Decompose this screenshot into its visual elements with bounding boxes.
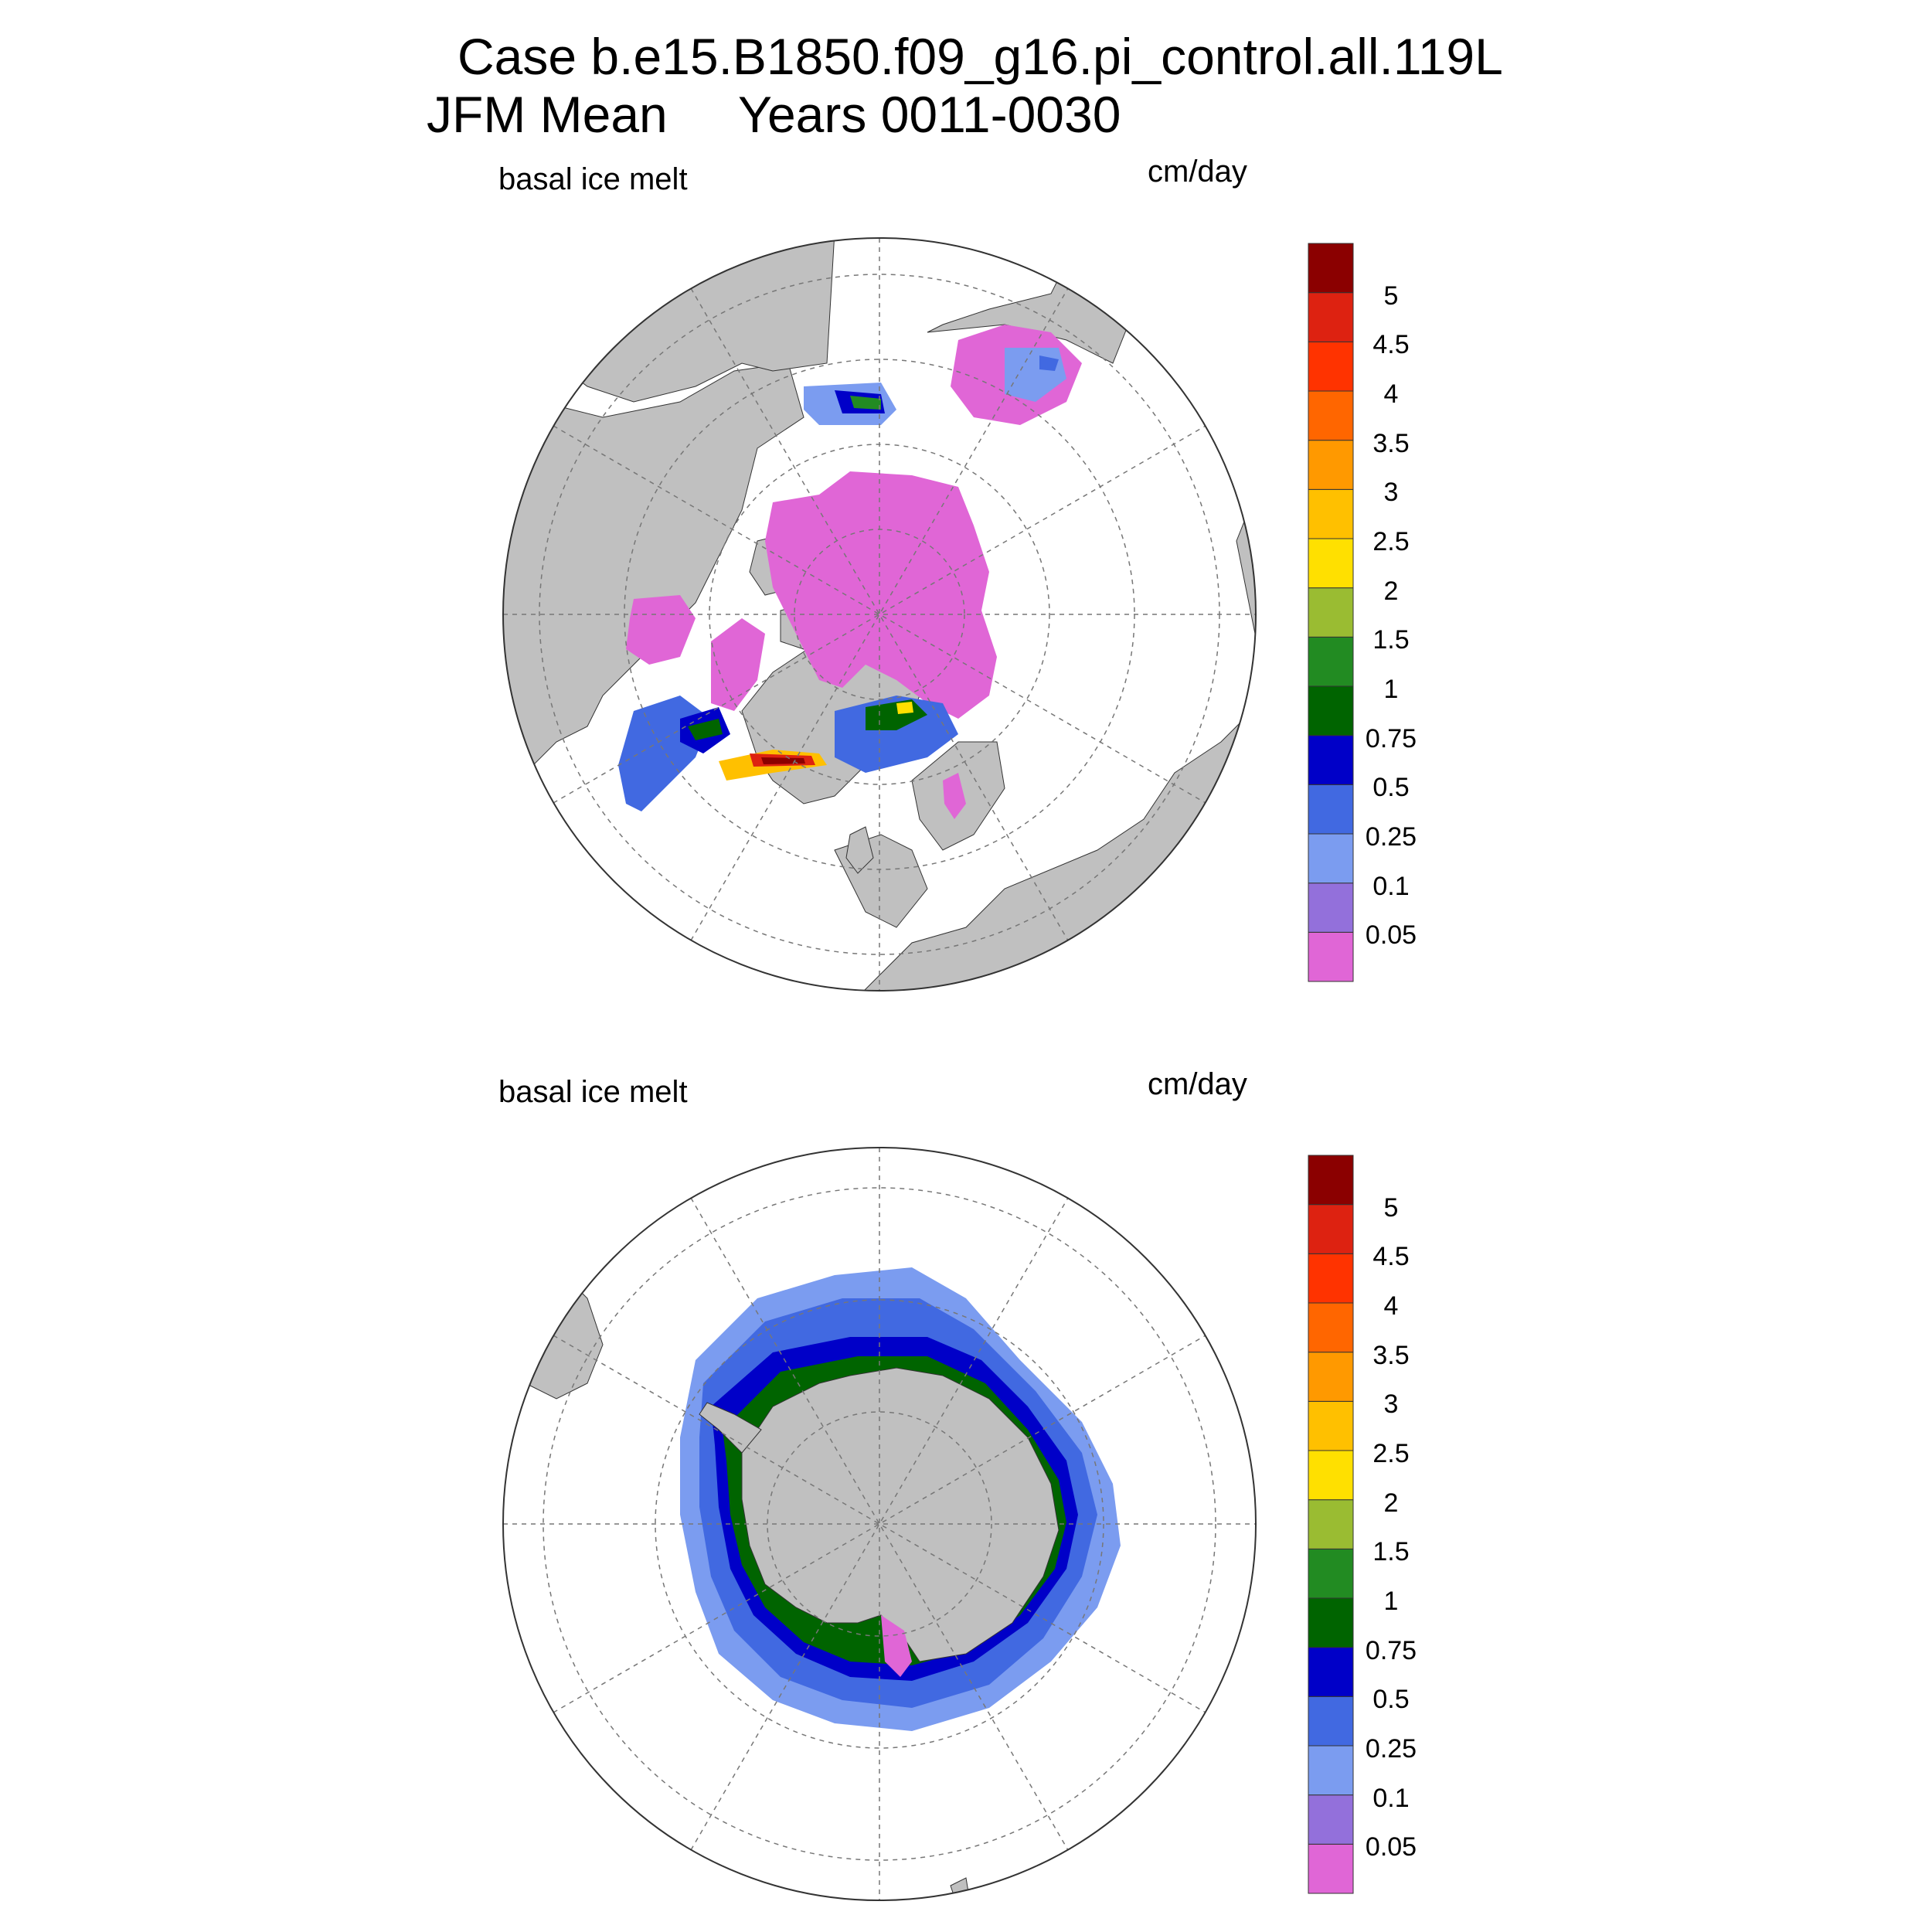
colorbar-south-swatch-4 bbox=[1308, 1647, 1354, 1697]
south-units-label: cm/day bbox=[1148, 1067, 1247, 1101]
colorbar-south-tick-label: 5 bbox=[1383, 1192, 1399, 1223]
colorbar-north-tick-label: 2.5 bbox=[1372, 527, 1410, 556]
antarctic-peninsula bbox=[699, 1402, 762, 1454]
colorbar-south-swatch-0 bbox=[1308, 1843, 1354, 1894]
colorbar-north-tick-label: 3 bbox=[1383, 478, 1399, 508]
british-isles-land bbox=[845, 826, 874, 874]
colorbar-south-swatch-14 bbox=[1308, 1155, 1354, 1206]
south-america-land bbox=[509, 1259, 604, 1400]
colorbar-south-tick-label: 0.1 bbox=[1372, 1783, 1410, 1813]
bering-green bbox=[850, 396, 881, 410]
colorbar-south-swatch-1 bbox=[1308, 1794, 1354, 1845]
colorbar-south-swatch-2 bbox=[1308, 1745, 1354, 1796]
colorbar-north-swatch-11 bbox=[1308, 390, 1354, 441]
colorbar-north-tick-label: 0.75 bbox=[1365, 723, 1417, 753]
colorbar-north-tick-label: 2 bbox=[1383, 576, 1399, 606]
colorbar-south-swatch-12 bbox=[1308, 1253, 1354, 1304]
hot-melt-darkred bbox=[761, 757, 805, 764]
colorbar-north bbox=[1308, 243, 1354, 982]
colorbar-south bbox=[1308, 1155, 1354, 1894]
arctic-ice-pink bbox=[765, 471, 997, 719]
north-variable-label: basal ice melt bbox=[498, 162, 688, 196]
south-variable-label: basal ice melt bbox=[498, 1075, 688, 1109]
north-america-land bbox=[503, 238, 804, 828]
colorbar-north-swatch-3 bbox=[1308, 784, 1354, 835]
colorbar-south-swatch-10 bbox=[1308, 1352, 1354, 1402]
colorbar-north-swatch-1 bbox=[1308, 883, 1354, 933]
colorbar-north-swatch-14 bbox=[1308, 243, 1354, 294]
colorbar-north-tick-label: 0.05 bbox=[1365, 920, 1417, 951]
colorbar-south-tick-label: 1.5 bbox=[1372, 1537, 1410, 1567]
main-title: Case b.e15.B1850.f09_g16.pi_control.all.… bbox=[457, 28, 1503, 85]
colorbar-north-swatch-8 bbox=[1308, 538, 1354, 589]
colorbar-north-swatch-9 bbox=[1308, 488, 1354, 539]
years-label: Years 0011-0030 bbox=[738, 86, 1121, 143]
colorbar-north-tick-label: 0.25 bbox=[1365, 822, 1417, 852]
colorbar-south-tick-label: 2.5 bbox=[1372, 1439, 1410, 1468]
colorbar-north-swatch-12 bbox=[1308, 341, 1354, 392]
hudson-bay-pink bbox=[626, 595, 696, 665]
colorbar-north-tick-label: 1 bbox=[1383, 675, 1399, 704]
colorbar-south-swatch-9 bbox=[1308, 1400, 1354, 1451]
baltic-pink bbox=[943, 773, 966, 819]
colorbar-north-tick-label: 4 bbox=[1383, 379, 1399, 409]
baffin-pink bbox=[711, 618, 765, 711]
colorbar-south-tick-label: 0.5 bbox=[1372, 1685, 1410, 1715]
colorbar-north-swatch-5 bbox=[1308, 685, 1354, 736]
colorbar-north-tick-label: 5 bbox=[1383, 281, 1399, 311]
colorbar-south-swatch-7 bbox=[1308, 1499, 1354, 1549]
colorbar-south-tick-label: 2 bbox=[1383, 1488, 1399, 1518]
colorbar-north-swatch-4 bbox=[1308, 735, 1354, 785]
colorbar-south-tick-label: 0.05 bbox=[1365, 1832, 1417, 1862]
colorbar-south-tick-label: 1 bbox=[1383, 1587, 1399, 1616]
okhotsk-dark-blue bbox=[1039, 355, 1059, 371]
greenland-sea-yellow bbox=[896, 702, 913, 714]
colorbar-north-tick-label: 0.5 bbox=[1372, 773, 1410, 803]
colorbar-north-tick-label: 1.5 bbox=[1372, 625, 1410, 655]
colorbar-north-swatch-10 bbox=[1308, 440, 1354, 490]
colorbar-south-tick-label: 0.75 bbox=[1365, 1635, 1417, 1665]
colorbar-south-tick-label: 3.5 bbox=[1372, 1340, 1410, 1370]
colorbar-north-swatch-2 bbox=[1308, 833, 1354, 884]
antarctic-map bbox=[502, 1147, 1257, 1901]
colorbar-south-tick-label: 3 bbox=[1383, 1389, 1399, 1420]
colorbar-north-tick-label: 3.5 bbox=[1372, 428, 1410, 458]
colorbar-south-tick-label: 4 bbox=[1383, 1291, 1399, 1321]
arctic-map bbox=[502, 237, 1257, 992]
ross-sea-pink bbox=[881, 1615, 912, 1677]
colorbar-south-swatch-3 bbox=[1308, 1696, 1354, 1747]
north-units-label: cm/day bbox=[1148, 155, 1247, 189]
colorbar-north-tick-label: 0.1 bbox=[1372, 871, 1410, 901]
season-label: JFM Mean bbox=[427, 86, 668, 143]
colorbar-north-tick-label: 4.5 bbox=[1372, 330, 1410, 360]
colorbar-south-tick-label: 4.5 bbox=[1372, 1242, 1410, 1272]
colorbar-south-swatch-6 bbox=[1308, 1548, 1354, 1599]
colorbar-south-tick-label: 0.25 bbox=[1365, 1734, 1417, 1764]
colorbar-south-swatch-13 bbox=[1308, 1204, 1354, 1254]
labrador-ice-green bbox=[688, 719, 723, 740]
antarctica-land bbox=[741, 1367, 1060, 1662]
colorbar-north-swatch-0 bbox=[1308, 931, 1354, 982]
colorbar-north-swatch-13 bbox=[1308, 292, 1354, 342]
colorbar-south-swatch-8 bbox=[1308, 1450, 1354, 1501]
